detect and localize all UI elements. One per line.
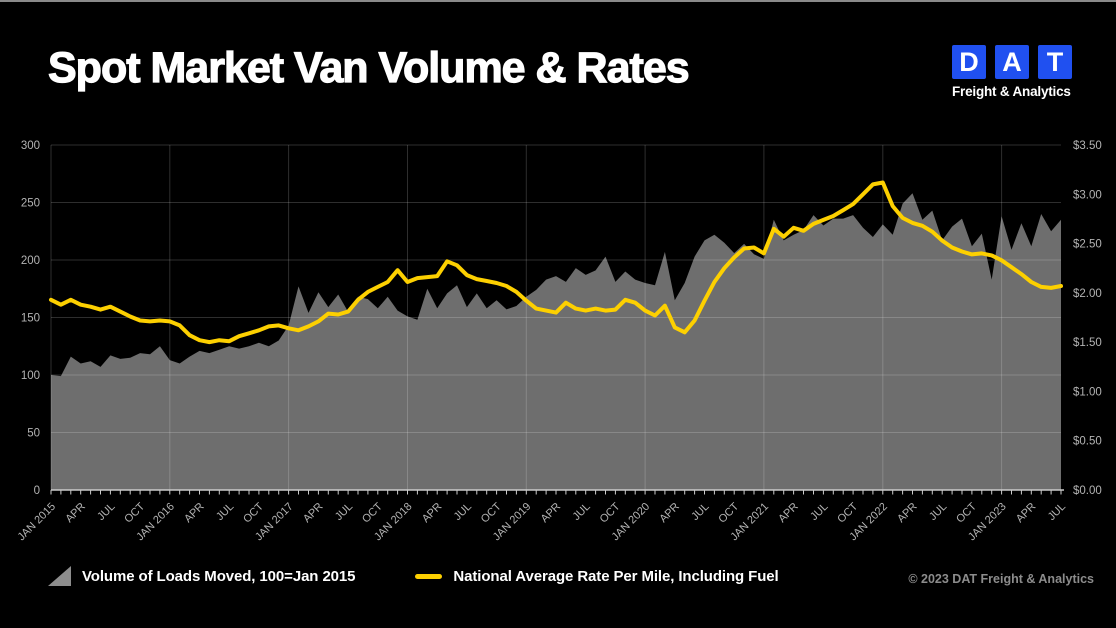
svg-text:250: 250 — [21, 198, 40, 210]
dat-logo-squares: D A T — [952, 45, 1082, 79]
svg-text:$2.00: $2.00 — [1073, 288, 1102, 300]
svg-text:OCT: OCT — [122, 500, 147, 525]
svg-text:OCT: OCT — [954, 500, 979, 525]
svg-text:APR: APR — [182, 501, 207, 526]
rate-line-icon — [415, 573, 443, 579]
svg-text:JAN 2015: JAN 2015 — [15, 501, 58, 544]
page-title: Spot Market Van Volume & Rates — [47, 43, 690, 92]
dat-logo-letter-a: A — [995, 45, 1029, 79]
svg-text:OCT: OCT — [479, 500, 504, 525]
chart-legend: Volume of Loads Moved, 100=Jan 2015 Nati… — [48, 566, 779, 586]
svg-text:OCT: OCT — [360, 500, 385, 525]
svg-text:JUL: JUL — [689, 501, 711, 523]
svg-text:JUL: JUL — [452, 501, 474, 523]
svg-text:$1.50: $1.50 — [1073, 337, 1102, 349]
dat-logo: D A T Freight & Analytics — [952, 45, 1082, 99]
svg-text:0: 0 — [34, 485, 40, 497]
dat-logo-letter-t: T — [1038, 45, 1072, 79]
svg-text:OCT: OCT — [241, 500, 266, 525]
rate-line-series — [49, 180, 1063, 345]
svg-text:$0.00: $0.00 — [1073, 485, 1102, 497]
svg-text:200: 200 — [21, 255, 40, 267]
svg-text:$1.00: $1.00 — [1073, 386, 1102, 398]
svg-text:JUL: JUL — [571, 501, 593, 523]
volume-area-series — [51, 193, 1061, 491]
svg-text:300: 300 — [21, 140, 40, 152]
legend-volume-label: Volume of Loads Moved, 100=Jan 2015 — [82, 567, 356, 585]
svg-text:OCT: OCT — [716, 500, 741, 525]
svg-text:50: 50 — [27, 428, 40, 440]
copyright-text: © 2023 DAT Freight & Analytics — [908, 572, 1094, 586]
svg-text:APR: APR — [1014, 501, 1039, 526]
svg-text:JUL: JUL — [214, 501, 236, 523]
svg-text:JUL: JUL — [333, 501, 355, 523]
svg-text:OCT: OCT — [835, 500, 860, 525]
svg-text:$3.00: $3.00 — [1073, 189, 1102, 201]
gridlines — [50, 144, 1061, 490]
svg-text:$3.50: $3.50 — [1073, 140, 1102, 152]
svg-text:APR: APR — [776, 501, 801, 526]
svg-text:APR: APR — [539, 501, 564, 526]
svg-text:OCT: OCT — [598, 500, 623, 525]
svg-text:$2.50: $2.50 — [1073, 239, 1102, 251]
svg-text:APR: APR — [63, 501, 88, 526]
dat-logo-tagline: Freight & Analytics — [952, 84, 1071, 99]
svg-text:150: 150 — [21, 313, 40, 325]
svg-text:APR: APR — [657, 501, 682, 526]
legend-rate-label: National Average Rate Per Mile, Includin… — [453, 567, 779, 585]
legend-item-rate: National Average Rate Per Mile, Includin… — [415, 567, 779, 585]
svg-text:JUL: JUL — [1046, 501, 1068, 523]
area-triangle-icon — [48, 566, 71, 586]
svg-text:$0.50: $0.50 — [1073, 436, 1102, 448]
svg-text:JUL: JUL — [95, 501, 117, 523]
top-border — [0, 0, 1116, 2]
legend-item-volume: Volume of Loads Moved, 100=Jan 2015 — [48, 566, 356, 586]
svg-text:100: 100 — [21, 370, 40, 382]
svg-text:APR: APR — [420, 501, 445, 526]
svg-text:JUL: JUL — [808, 501, 830, 523]
svg-text:APR: APR — [301, 501, 326, 526]
svg-text:JUL: JUL — [927, 501, 949, 523]
dat-logo-letter-d: D — [952, 45, 986, 79]
svg-text:APR: APR — [895, 501, 920, 526]
